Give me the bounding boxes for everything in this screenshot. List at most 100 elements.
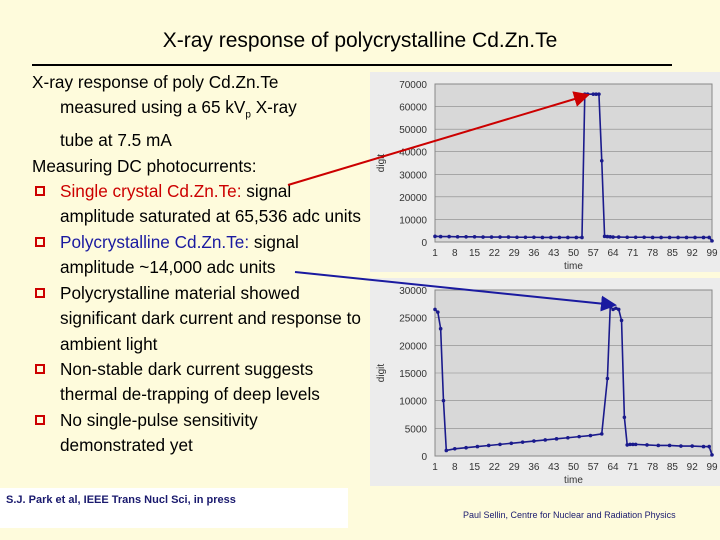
y-tick-label: 15000 [399,369,427,380]
x-tick-label: 8 [452,248,458,259]
series-line [434,304,713,456]
data-point [707,444,711,449]
x-tick-label: 22 [489,248,501,259]
data-point [659,235,663,240]
data-point [464,235,468,239]
data-point [605,234,610,239]
chart-single-crystal-svg: 0 10000 20000 30000 40000 50000 60000 70000 1 8 15… [376,80,718,272]
x-tick-label: 8 [452,462,458,473]
data-point [599,158,604,163]
y-tick-label: 30000 [399,170,427,181]
data-point [433,234,437,239]
x-tick-label: 57 [588,462,600,473]
data-point [452,447,457,451]
data-point [515,235,519,240]
x-tick-label: 92 [687,248,699,259]
chart-single-crystal: 0 10000 20000 30000 40000 50000 60000 70000 1 8 15… [370,72,720,272]
y-tick-label: 20000 [399,193,427,204]
x-tick-label: 85 [667,248,679,259]
data-point [625,443,630,447]
data-point [549,235,553,240]
y-tick-label: 0 [421,452,427,463]
data-point [447,234,451,239]
x-tick-label: 85 [667,462,679,473]
data-point [574,235,579,240]
data-point [464,445,468,450]
data-point [701,444,706,449]
bullet-rest: signal amplitude saturated at 65,536 adc… [60,181,361,227]
data-point [690,444,695,448]
x-tick-label: 99 [706,462,718,473]
data-point [645,443,649,447]
plot-area [434,83,713,243]
data-point [656,443,661,448]
data-point [642,235,646,240]
data-point [441,398,446,403]
data-point [650,235,655,240]
data-point [557,235,562,240]
data-point [633,235,638,240]
data-point [616,307,621,312]
data-point [679,444,683,448]
data-point [667,443,672,448]
data-point [486,443,491,448]
bullet-box-icon [35,363,45,374]
data-point [605,376,610,381]
data-point [616,235,621,239]
data-point [707,235,711,240]
x-tick-label: 50 [568,462,580,473]
data-point [667,235,672,240]
bullet-rest: signal amplitude ~14,000 adc units [60,231,299,278]
y-axis-label: digit [376,364,387,383]
data-point [540,235,545,240]
y-tick-label: 10000 [399,397,427,408]
data-point [577,434,581,439]
chart-polycrystalline-svg: 0 5000 10000 15000 20000 25000 30000 1 8 15 22 29 36… [376,286,718,486]
data-point [455,235,460,239]
data-point [438,326,443,331]
bullet-lead: Single crystal Cd.Zn.Te: [60,181,242,202]
data-point [543,438,548,442]
data-point [631,442,635,447]
intro-subscript: p [245,109,251,121]
y-tick-label: 20000 [399,341,427,352]
data-point [591,92,596,96]
reference: S.J. Park et al, IEEE Trans Nucl Sci, in… [0,488,348,528]
data-point [611,235,615,239]
slide-title: X-ray response of polycrystalline Cd.Zn.… [162,29,558,52]
data-point [472,235,477,239]
data-point [580,235,584,240]
y-tick-label: 50000 [399,125,427,136]
data-point [710,239,714,243]
x-axis-label: time [564,261,583,272]
x-tick-label: 29 [509,462,521,473]
x-tick-label: 36 [528,248,540,259]
data-point [506,235,511,239]
footer: Paul Sellin, Centre for Nuclear and Radi… [463,510,676,520]
data-point [532,439,536,443]
data-point [554,437,559,441]
x-tick-label: 92 [687,462,699,473]
y-axis-label: digit [376,154,387,173]
x-tick-label: 22 [489,462,501,473]
data-point [594,92,598,96]
x-tick-label: 43 [548,462,560,473]
data-point [475,444,480,449]
y-tick-label: 10000 [399,215,427,226]
bullet-single-crystal: Single crystal Cd.Zn.Te: signal amplitud… [32,179,367,230]
data-point [444,448,449,453]
x-tick-label: 43 [548,248,560,259]
bullet-lead: Polycrystalline Cd.Zn.Te: [60,231,250,252]
data-point [481,235,485,239]
data-point [684,235,689,240]
arrow-to-single-crystal [287,91,590,186]
bullet-box-icon [35,414,45,425]
data-point [597,92,601,96]
data-point [602,234,607,239]
data-point [625,235,630,240]
data-point [498,442,502,447]
x-tick-label: 15 [469,248,481,259]
chart-polycrystalline: 0 5000 10000 15000 20000 25000 30000 1 8 15 22 29 36… [370,278,720,486]
data-point [622,415,627,420]
